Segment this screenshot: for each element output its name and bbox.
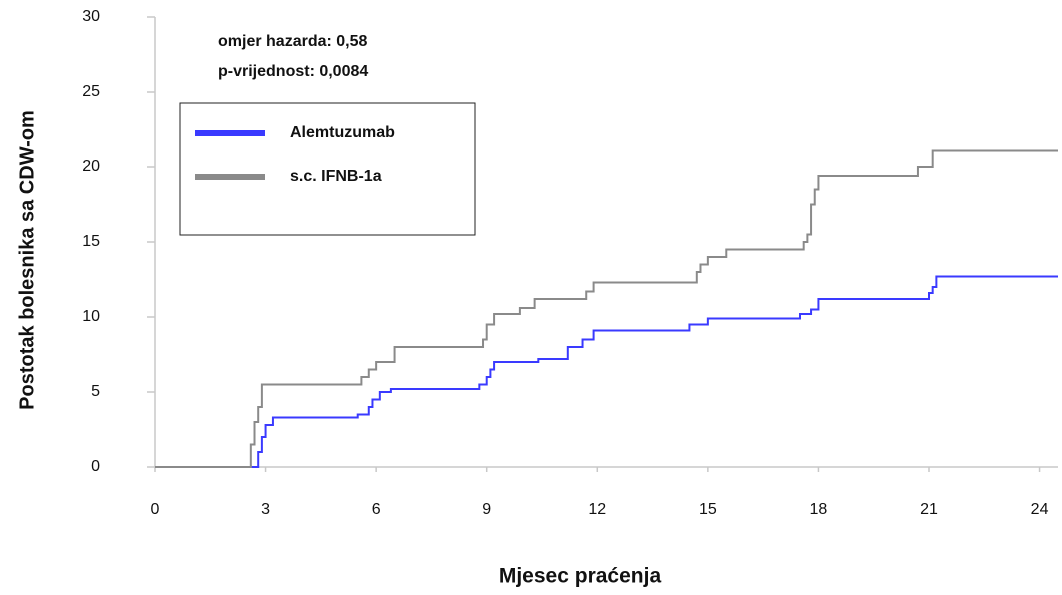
y-tick-label: 25 <box>82 83 100 100</box>
y-tick-label: 15 <box>82 233 100 250</box>
x-tick-label: 21 <box>920 501 938 518</box>
x-tick-label: 9 <box>482 501 491 518</box>
km-curve <box>155 149 1058 468</box>
annotation: omjer hazarda: 0,58 <box>218 33 368 50</box>
legend-label: s.c. IFNB-1a <box>290 168 382 185</box>
x-axis-title: Mjesec praćenja <box>499 565 662 588</box>
x-tick-label: 24 <box>1031 501 1049 518</box>
y-tick-label: 20 <box>82 158 100 175</box>
y-tick-label: 0 <box>91 458 100 475</box>
x-tick-label: 0 <box>151 501 160 518</box>
legend-box <box>179 102 476 236</box>
km-curve <box>155 275 1058 468</box>
legend-label: Alemtuzumab <box>290 124 395 141</box>
x-tick-label: 12 <box>588 501 606 518</box>
x-tick-label: 15 <box>699 501 717 518</box>
y-axis-title: Postotak bolesnika sa CDW-om <box>16 110 38 410</box>
x-tick-label: 6 <box>372 501 381 518</box>
y-tick-label: 30 <box>82 8 100 25</box>
x-tick-label: 18 <box>810 501 828 518</box>
y-tick-label: 5 <box>91 383 100 400</box>
annotation: p-vrijednost: 0,0084 <box>218 63 368 80</box>
x-tick-label: 3 <box>261 501 270 518</box>
y-tick-label: 10 <box>82 308 100 325</box>
